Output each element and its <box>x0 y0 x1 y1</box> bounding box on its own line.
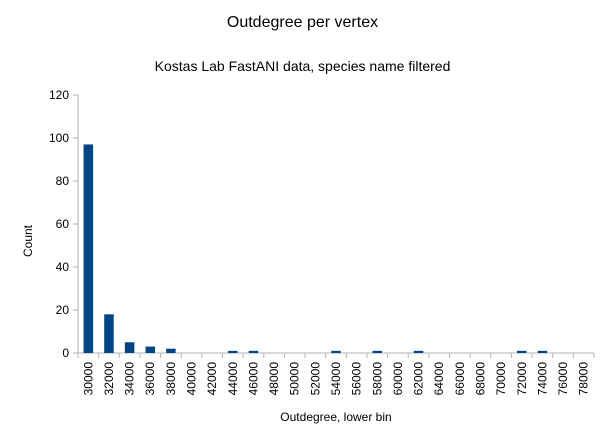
y-tick-label: 120 <box>49 88 69 102</box>
bar <box>517 350 527 353</box>
y-axis-label: Count <box>21 224 35 257</box>
x-tick-label: 30000 <box>81 362 95 396</box>
y-tick-label: 80 <box>56 174 70 188</box>
x-tick-label: 70000 <box>494 362 508 396</box>
bar <box>83 144 94 353</box>
x-tick-label: 74000 <box>535 362 549 396</box>
x-tick-label: 32000 <box>102 362 116 396</box>
x-tick-label: 66000 <box>453 362 467 396</box>
bar <box>166 348 176 353</box>
y-axis-ticks: 0 20 40 60 80 100 120 <box>49 88 78 360</box>
chart-title: Outdegree per vertex <box>226 14 379 31</box>
bar <box>248 350 259 353</box>
x-tick-label: 64000 <box>432 362 446 396</box>
bar <box>537 350 548 353</box>
x-tick-label: 52000 <box>308 362 322 396</box>
bar <box>124 342 135 353</box>
bar <box>413 350 424 353</box>
x-tick-label: 78000 <box>577 362 591 396</box>
x-tick-label: 60000 <box>391 362 405 396</box>
bars <box>83 144 548 353</box>
bar <box>104 314 114 353</box>
x-tick-label: 40000 <box>185 362 199 396</box>
bar <box>228 350 238 353</box>
chart-subtitle: Kostas Lab FastANI data, species name fi… <box>154 58 451 74</box>
x-tick-label: 54000 <box>329 362 343 396</box>
x-tick-label: 56000 <box>350 362 364 396</box>
x-tick-label: 76000 <box>556 362 570 396</box>
axes <box>73 95 594 358</box>
y-tick-label: 40 <box>56 260 70 274</box>
y-tick-label: 100 <box>49 131 69 145</box>
bar <box>145 346 155 353</box>
x-tick-label: 38000 <box>164 362 178 396</box>
x-tick-label: 58000 <box>370 362 384 396</box>
x-tick-label: 48000 <box>267 362 281 396</box>
y-tick-label: 20 <box>56 303 70 317</box>
x-tick-label: 44000 <box>226 362 240 396</box>
x-tick-label: 42000 <box>205 362 219 396</box>
x-tick-label: 50000 <box>288 362 302 396</box>
x-tick-label: 36000 <box>143 362 157 396</box>
x-tick-label: 62000 <box>412 362 426 396</box>
x-tick-label: 46000 <box>246 362 260 396</box>
bar <box>331 350 341 353</box>
x-tick-label: 72000 <box>515 362 529 396</box>
y-tick-label: 0 <box>62 346 69 360</box>
x-tick-label: 34000 <box>123 362 137 396</box>
x-tick-label: 68000 <box>473 362 487 396</box>
bar <box>372 350 383 353</box>
x-axis-ticks: 30000 32000 34000 36000 38000 40000 42000 44000… <box>77 353 595 396</box>
x-axis-label: Outdegree, lower bin <box>280 410 391 424</box>
y-tick-label: 60 <box>56 217 70 231</box>
